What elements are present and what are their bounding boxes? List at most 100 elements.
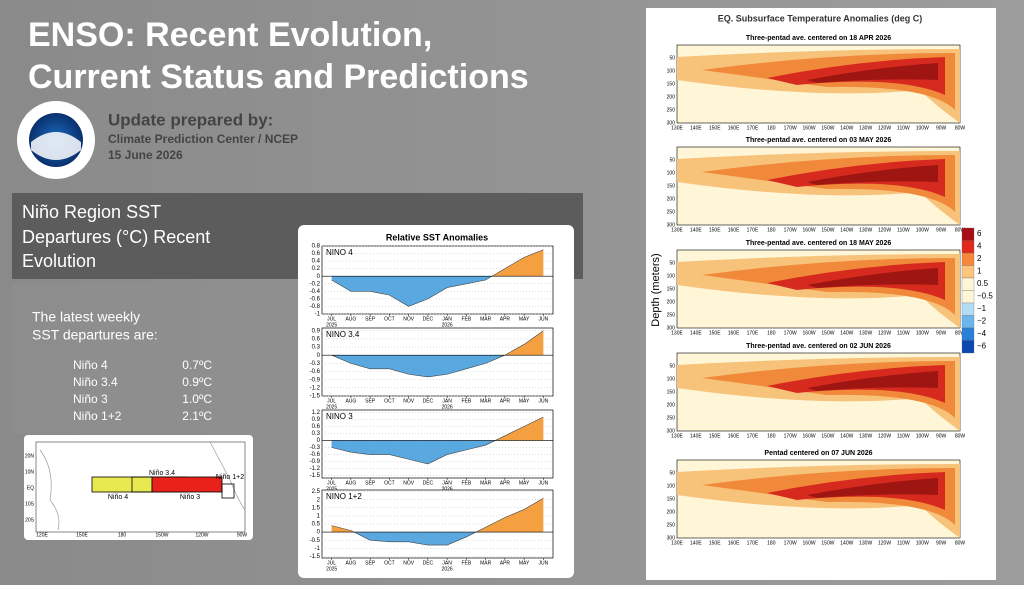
x-tick-label: SEP bbox=[365, 398, 376, 404]
colorbar-label: 2 bbox=[977, 254, 982, 263]
depth-label: 100 bbox=[667, 170, 676, 176]
lon-label: 170E bbox=[747, 330, 759, 336]
lon-label: 140W bbox=[840, 433, 853, 439]
region-name: Niño 1+2 bbox=[73, 409, 122, 423]
panel-title: Three-pentad ave. centered on 18 MAY 202… bbox=[746, 240, 892, 247]
x-tick-label: JUL bbox=[327, 316, 336, 322]
colorbar-cell bbox=[961, 265, 975, 279]
year-label: 2026 bbox=[442, 404, 453, 410]
y-tick-label: 1 bbox=[317, 513, 321, 519]
colorbar-label: −4 bbox=[977, 329, 987, 338]
y-tick-label: -1.2 bbox=[310, 466, 321, 472]
y-tick-label: -0.3 bbox=[310, 445, 321, 451]
lon-label: 150E bbox=[76, 532, 88, 538]
lon-label: 90W bbox=[936, 433, 947, 439]
lon-label: 140W bbox=[840, 330, 853, 336]
y-tick-label: 0.3 bbox=[312, 345, 321, 351]
x-tick-label: MAR bbox=[480, 560, 492, 566]
lon-label: 130E bbox=[671, 227, 683, 233]
lat-label: 10N bbox=[25, 469, 35, 475]
anomaly-shade bbox=[807, 165, 938, 185]
lon-label: 110W bbox=[897, 125, 910, 131]
lon-label: 80W bbox=[955, 433, 966, 439]
x-tick-label: OCT bbox=[384, 398, 395, 404]
lon-label: 180 bbox=[118, 532, 127, 538]
depth-label: 150 bbox=[667, 389, 676, 395]
colorbar-cell bbox=[961, 327, 975, 341]
lon-label: 130W bbox=[859, 227, 872, 233]
depth-label: 200 bbox=[667, 196, 676, 202]
panel-title: Three-pentad ave. centered on 18 APR 202… bbox=[746, 35, 891, 42]
depth-label: 50 bbox=[669, 363, 675, 369]
lon-label: 180 bbox=[767, 433, 776, 439]
lon-label: 160W bbox=[803, 125, 816, 131]
lon-label: 80W bbox=[955, 330, 966, 336]
x-tick-label: OCT bbox=[384, 480, 395, 486]
slide-title: Current Status and Predictions bbox=[28, 58, 529, 96]
lat-label: EQ bbox=[27, 485, 34, 491]
nino-box-label: Niño 1+2 bbox=[216, 474, 244, 481]
lon-label: 170W bbox=[784, 125, 797, 131]
lon-label: 100W bbox=[916, 540, 929, 546]
y-tick-label: 0.6 bbox=[312, 251, 321, 257]
anomaly-shade bbox=[807, 478, 938, 498]
lon-label: 80W bbox=[955, 125, 966, 131]
y-tick-label: 0.4 bbox=[312, 259, 321, 265]
panel-title: Three-pentad ave. centered on 03 MAY 202… bbox=[746, 137, 892, 144]
y-tick-label: -0.9 bbox=[310, 377, 321, 383]
lon-label: 140E bbox=[690, 227, 702, 233]
y-tick-label: -0.6 bbox=[310, 452, 321, 458]
lon-label: 100W bbox=[916, 330, 929, 336]
x-tick-label: APR bbox=[500, 560, 511, 566]
latest-box bbox=[12, 284, 298, 434]
region-value: 2.1ºC bbox=[182, 409, 212, 423]
lon-label: 170E bbox=[747, 433, 759, 439]
depth-label: 300 bbox=[667, 428, 676, 434]
depth-label: 100 bbox=[667, 376, 676, 382]
colorbar-label: 4 bbox=[977, 242, 982, 251]
sst-title: Relative SST Anomalies bbox=[386, 232, 488, 242]
x-tick-label: APR bbox=[500, 480, 511, 486]
panel-heading: Niño Region SST bbox=[22, 202, 161, 222]
x-tick-label: DEC bbox=[423, 316, 434, 322]
colorbar-label: 1 bbox=[977, 267, 982, 276]
x-tick-label: SEP bbox=[365, 480, 376, 486]
y-tick-label: 0 bbox=[317, 438, 321, 444]
y-tick-label: 1.5 bbox=[312, 505, 321, 511]
y-tick-label: 0.9 bbox=[312, 328, 321, 334]
x-tick-label: JUL bbox=[327, 560, 336, 566]
depth-label: 200 bbox=[667, 509, 676, 515]
colorbar-cell bbox=[961, 340, 975, 354]
lon-label: 110W bbox=[897, 330, 910, 336]
x-tick-label: NOV bbox=[403, 398, 415, 404]
x-tick-label: AUG bbox=[345, 398, 356, 404]
x-tick-label: APR bbox=[500, 316, 511, 322]
depth-label: 150 bbox=[667, 183, 676, 189]
year-label: 2025 bbox=[326, 322, 337, 328]
y-tick-label: -1.5 bbox=[310, 394, 321, 400]
lon-label: 150W bbox=[821, 330, 834, 336]
lon-label: 160E bbox=[728, 125, 740, 131]
panel-title: Pentad centered on 07 JUN 2026 bbox=[764, 450, 872, 457]
lon-label: 90W bbox=[936, 330, 947, 336]
lon-label: 90W bbox=[936, 125, 947, 131]
y-tick-label: 0 bbox=[317, 530, 321, 536]
nino-box-label: Niño 3 bbox=[180, 494, 200, 501]
colorbar-cell bbox=[961, 277, 975, 291]
anomaly-shade bbox=[807, 268, 938, 288]
area-negative bbox=[354, 532, 476, 546]
lon-label: 170W bbox=[784, 227, 797, 233]
y-tick-label: -1.2 bbox=[310, 385, 321, 391]
y-tick-label: 0.2 bbox=[312, 266, 321, 272]
lon-label: 180 bbox=[767, 540, 776, 546]
lon-label: 150W bbox=[821, 540, 834, 546]
lon-label: 140E bbox=[690, 330, 702, 336]
y-axis-label: Depth (meters) bbox=[650, 253, 662, 326]
depth-label: 150 bbox=[667, 496, 676, 502]
x-tick-label: AUG bbox=[345, 480, 356, 486]
lon-label: 130W bbox=[859, 433, 872, 439]
nino-box bbox=[151, 476, 223, 493]
lon-label: 150E bbox=[709, 540, 721, 546]
y-tick-label: -1 bbox=[315, 312, 321, 318]
depth-label: 300 bbox=[667, 535, 676, 541]
